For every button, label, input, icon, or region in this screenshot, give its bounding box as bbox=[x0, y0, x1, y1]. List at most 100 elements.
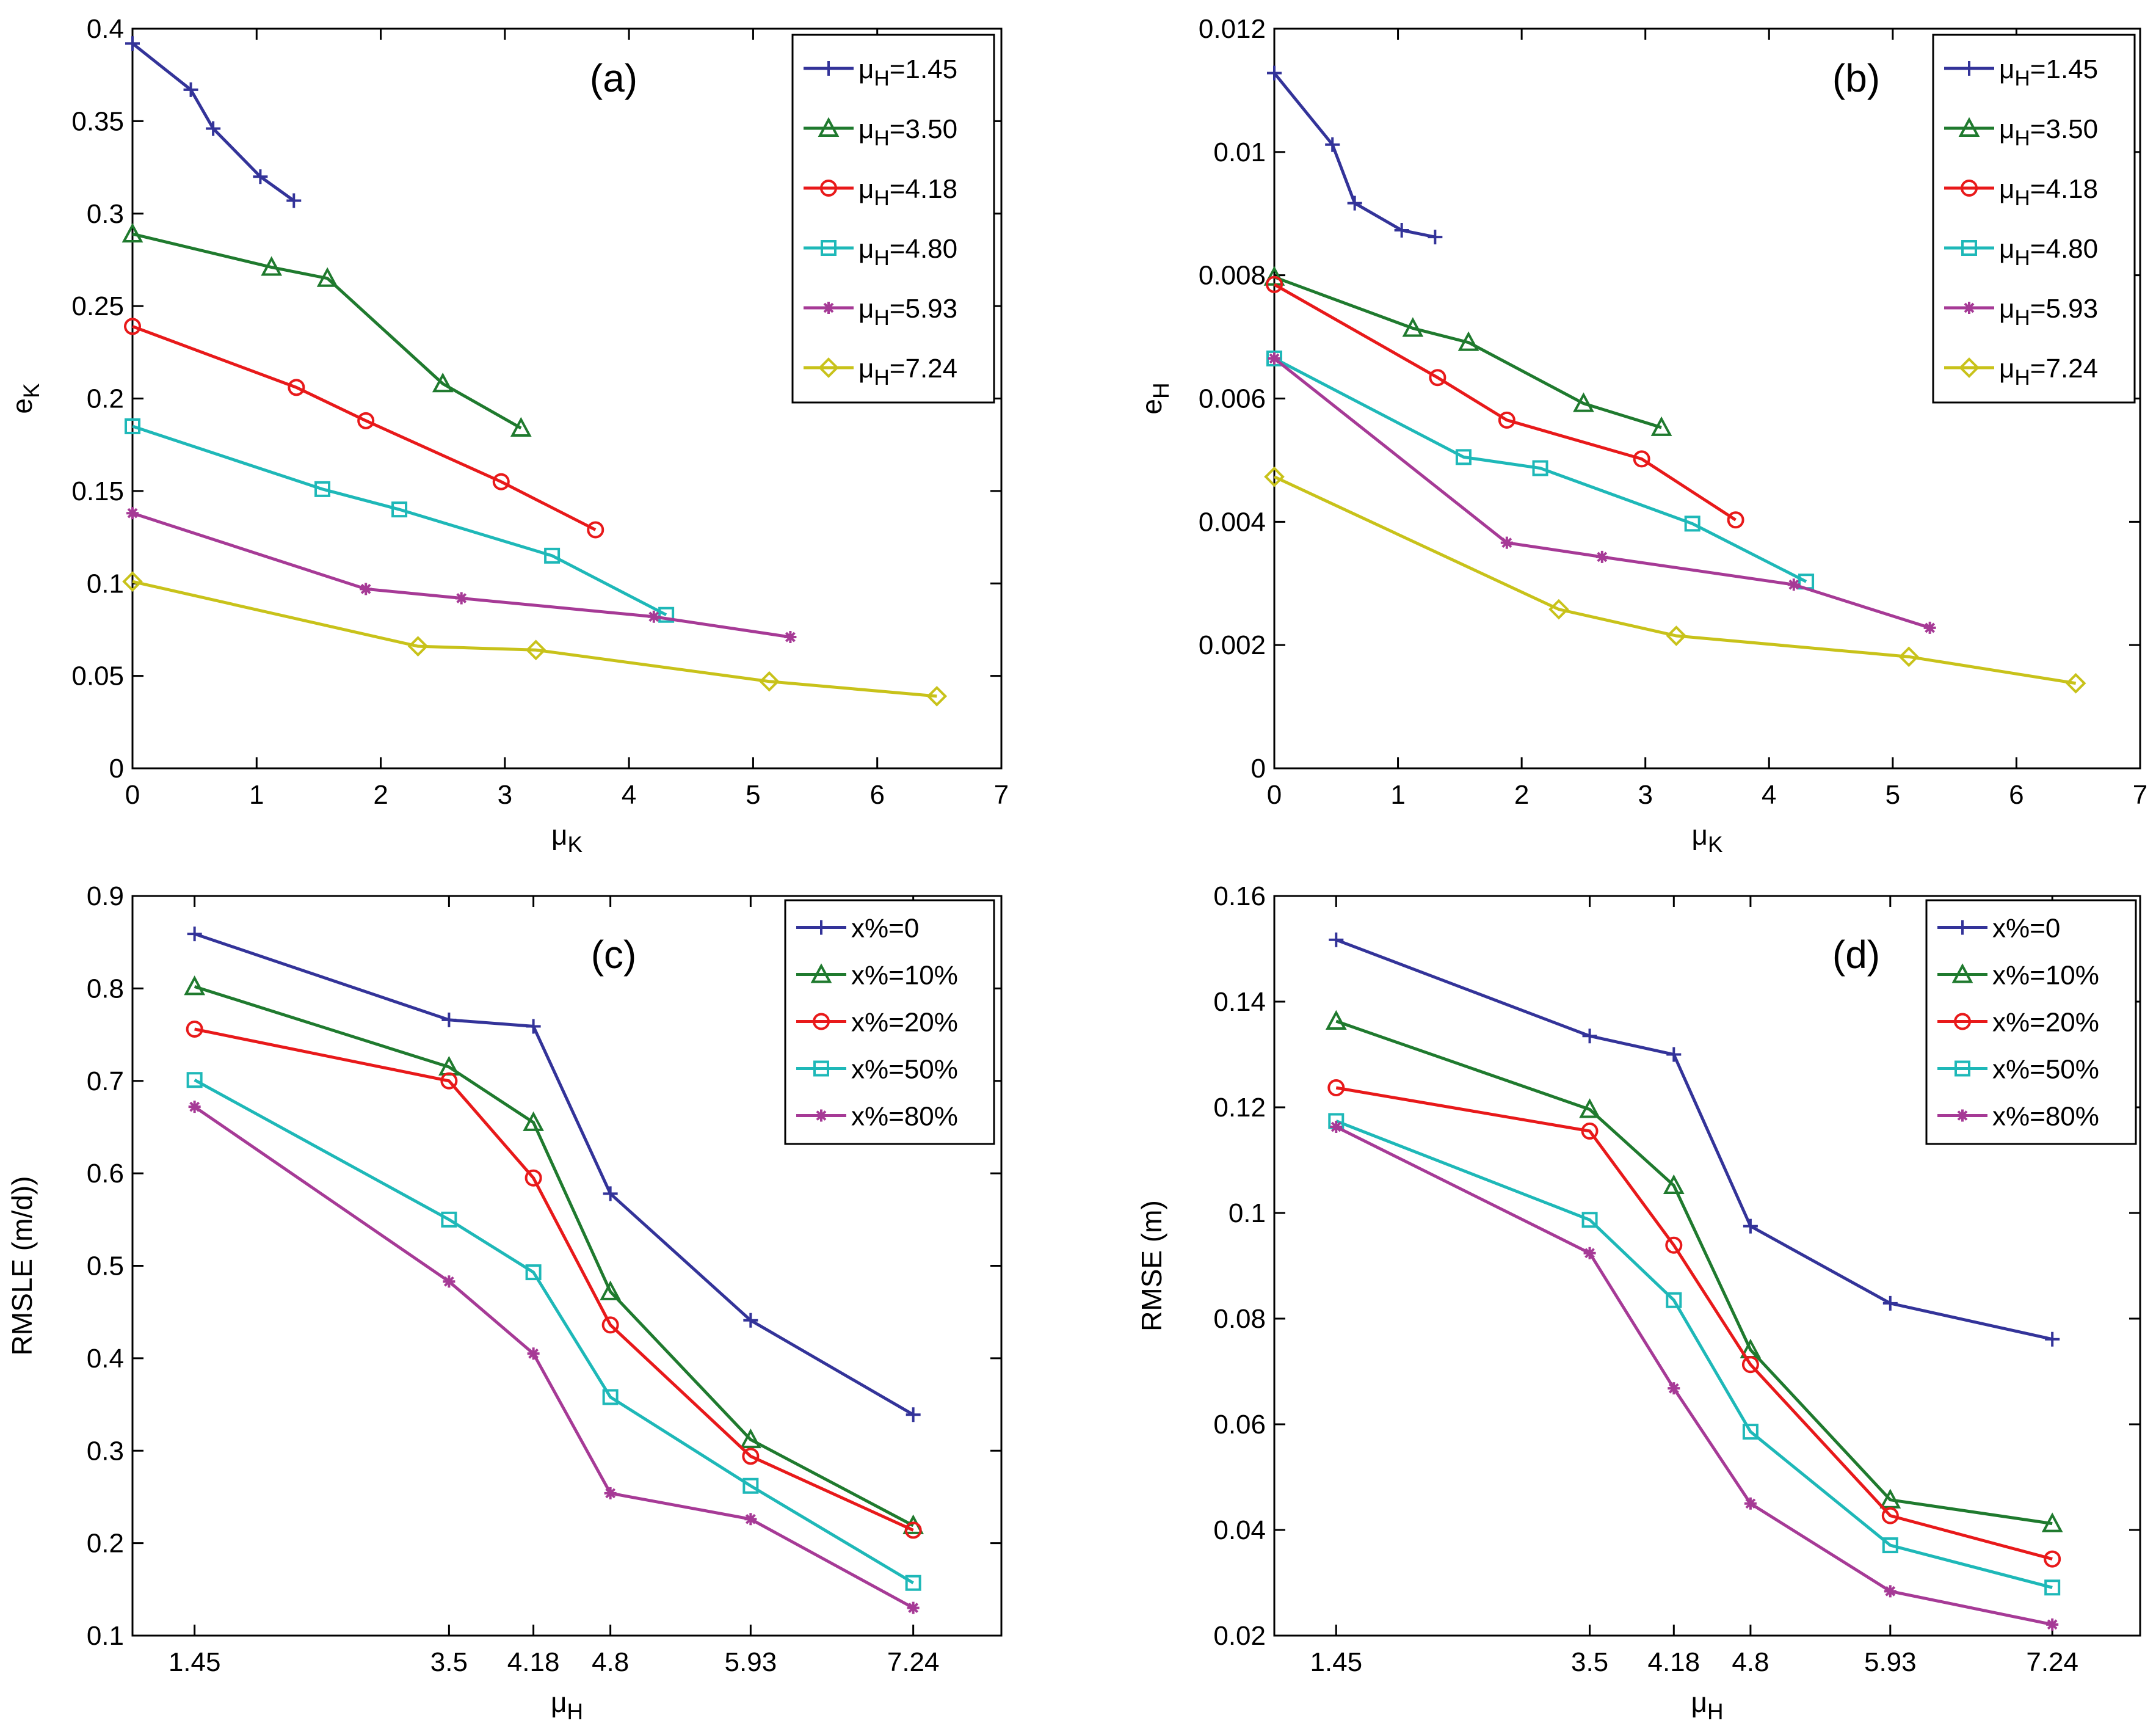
y-tick-label: 0.6 bbox=[87, 1159, 124, 1189]
y-tick-label: 0.14 bbox=[1213, 987, 1266, 1017]
data-point-2-4-shape bbox=[587, 521, 604, 539]
legend-label-1: μH=3.50 bbox=[858, 114, 957, 150]
data-point-3-3 bbox=[1684, 515, 1700, 532]
data-point-3-4 bbox=[1882, 1537, 1898, 1554]
data-point-4-4-shape bbox=[1884, 1585, 1896, 1598]
data-point-4-1 bbox=[1500, 536, 1513, 549]
data-point-2-1-shape bbox=[288, 379, 305, 396]
y-tick-label: 0.5 bbox=[87, 1251, 124, 1281]
legend-marker-4 bbox=[1956, 1109, 1969, 1122]
data-point-0-4 bbox=[286, 193, 302, 208]
data-point-1-1-shape bbox=[1579, 1098, 1600, 1118]
y-tick-label: 0.1 bbox=[1229, 1198, 1266, 1228]
data-point-3-0 bbox=[125, 418, 140, 434]
series-line-2 bbox=[194, 1027, 914, 1532]
series-line-1 bbox=[132, 232, 522, 430]
series-line-1 bbox=[1335, 1019, 2053, 1526]
data-point-3-0 bbox=[1266, 350, 1282, 366]
data-point-4-4-shape bbox=[744, 1513, 757, 1526]
data-point-1-4-shape bbox=[1650, 416, 1672, 436]
data-point-4-2 bbox=[1595, 550, 1608, 563]
data-point-2-1 bbox=[1429, 369, 1446, 387]
data-point-0-3 bbox=[253, 169, 268, 184]
data-point-3-4-shape bbox=[742, 1477, 759, 1494]
data-point-0-2 bbox=[1666, 1047, 1682, 1062]
y-axis-label: eK bbox=[6, 383, 44, 414]
data-point-5-4-shape bbox=[926, 686, 948, 707]
legend-marker-1 bbox=[1951, 963, 1973, 983]
data-point-1-0 bbox=[1325, 1010, 1347, 1030]
legend-marker-2 bbox=[820, 180, 837, 197]
legend-label-0: x%=0 bbox=[851, 914, 919, 944]
data-point-4-4 bbox=[1923, 621, 1936, 634]
legend-marker-1-shape bbox=[818, 117, 840, 137]
data-point-0-3 bbox=[603, 1186, 618, 1201]
data-point-0-4-shape bbox=[743, 1313, 758, 1328]
legend-marker-2 bbox=[1961, 180, 1978, 197]
legend-label-1: x%=10% bbox=[851, 961, 958, 991]
series-line-4 bbox=[1335, 1125, 2053, 1626]
data-point-4-2-shape bbox=[527, 1347, 540, 1360]
data-point-1-2-shape bbox=[1663, 1174, 1685, 1195]
data-point-5-3-shape bbox=[1898, 646, 1920, 668]
series-line-3 bbox=[194, 1079, 914, 1584]
data-point-0-1 bbox=[183, 82, 198, 97]
legend-label-4: μH=5.93 bbox=[858, 294, 957, 330]
legend-marker-2 bbox=[1954, 1013, 1971, 1030]
y-tick-label: 0 bbox=[1251, 754, 1266, 784]
legend-marker-2-shape bbox=[813, 1013, 830, 1030]
data-point-1-1 bbox=[261, 256, 283, 276]
x-tick-label: 7 bbox=[2133, 780, 2147, 810]
data-point-1-3-shape bbox=[600, 1280, 621, 1300]
data-point-3-2 bbox=[1532, 460, 1548, 476]
data-point-4-5-shape bbox=[2046, 1618, 2059, 1631]
x-tick-label: 1.45 bbox=[169, 1647, 221, 1677]
x-tick-label: 6 bbox=[869, 780, 884, 810]
legend-marker-0 bbox=[1955, 920, 1970, 935]
data-point-4-0-shape bbox=[1268, 352, 1280, 365]
data-point-0-4-shape bbox=[1882, 1295, 1898, 1311]
legend-label-2: x%=20% bbox=[851, 1008, 958, 1038]
y-tick-label: 0.1 bbox=[87, 1621, 124, 1651]
legend-marker-2-shape bbox=[1961, 180, 1978, 197]
data-point-2-3-shape bbox=[1633, 450, 1650, 468]
x-tick-label: 0 bbox=[1267, 780, 1282, 810]
data-point-2-3 bbox=[1633, 450, 1650, 468]
legend-marker-0-shape bbox=[1962, 61, 1976, 76]
x-tick-label: 1 bbox=[1390, 780, 1405, 810]
series-line-5 bbox=[132, 580, 937, 698]
data-point-4-5 bbox=[907, 1601, 920, 1614]
y-tick-label: 0.04 bbox=[1213, 1515, 1266, 1545]
data-point-1-2-shape bbox=[1457, 331, 1479, 351]
data-point-4-4 bbox=[744, 1513, 757, 1526]
data-point-1-0 bbox=[1263, 266, 1285, 286]
y-tick-label: 0.002 bbox=[1199, 630, 1266, 660]
y-tick-label: 0.006 bbox=[1199, 384, 1266, 414]
data-point-3-0 bbox=[186, 1072, 203, 1088]
data-point-1-0 bbox=[184, 975, 205, 996]
data-point-0-1-shape bbox=[1582, 1029, 1597, 1044]
data-point-0-4 bbox=[1882, 1295, 1898, 1311]
data-point-5-3-shape bbox=[759, 671, 780, 692]
data-point-2-3 bbox=[492, 473, 510, 490]
data-point-3-2-shape bbox=[1532, 460, 1548, 476]
legend-label-1: μH=3.50 bbox=[1999, 114, 2098, 150]
x-tick-label: 7 bbox=[994, 780, 1009, 810]
data-point-0-0-shape bbox=[125, 36, 140, 51]
x-tick-label: 0 bbox=[125, 780, 140, 810]
legend-marker-3 bbox=[1961, 240, 1977, 256]
y-tick-label: 0.2 bbox=[87, 1529, 124, 1559]
data-point-5-2-shape bbox=[525, 639, 546, 661]
legend-label-0: μH=1.45 bbox=[858, 54, 957, 90]
data-point-4-4 bbox=[784, 631, 797, 644]
data-point-1-0-shape bbox=[1325, 1010, 1347, 1030]
data-point-3-1 bbox=[314, 481, 331, 497]
series-line-4 bbox=[132, 511, 791, 639]
x-tick-label: 3 bbox=[498, 780, 512, 810]
legend-marker-0 bbox=[821, 61, 836, 76]
x-tick-label: 4.8 bbox=[1732, 1647, 1769, 1677]
panel-d: 1.45 3.5 4.18 4.8 5.93 7.24 0.02 0.04 0.06 0.08 0.… bbox=[1136, 881, 2141, 1724]
legend-label-4: x%=80% bbox=[1992, 1102, 2099, 1132]
data-point-1-0-shape bbox=[122, 222, 143, 243]
data-point-4-2-shape bbox=[1668, 1382, 1680, 1395]
